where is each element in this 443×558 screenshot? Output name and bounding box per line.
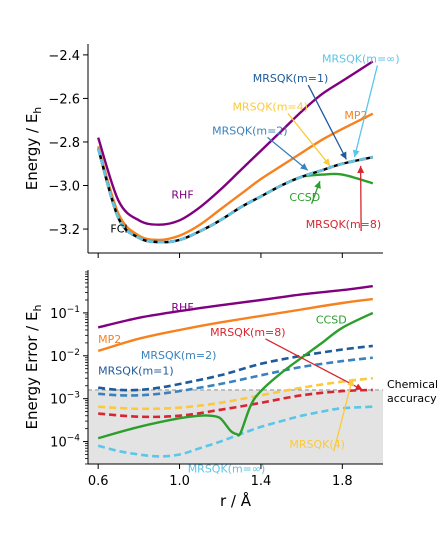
y-tick-label: 10−1 [50,305,80,322]
error-mrsqk-m-8-annotation: MRSQK(m=8) [210,326,286,339]
energy-mrsqk-m-2-annotation: MRSQK(m=2) [212,124,288,137]
y-tick-label: 10−3 [50,391,80,408]
chemical-accuracy-label: accuracy [387,392,437,405]
y-axis-label: Energy Error / Eh [23,305,44,430]
y-tick-label: −3.0 [48,180,80,195]
energy-mrsqk-m-inf-annotation: MRSQK(m=∞) [322,53,400,66]
chemical-accuracy-label: Chemical [387,378,438,391]
y-tick-label: −3.2 [48,223,80,238]
annotation-arrowhead [322,158,331,166]
error-mrsqk-m-1-annotation: MRSQK(m=1) [98,364,174,377]
error-mrsqk-m-8-line [98,388,373,419]
x-tick-label: 0.6 [88,474,109,489]
error-rhf-annotation: RHF [171,301,193,314]
energy-rhf-annotation: RHF [171,189,193,202]
y-tick-label: 10−2 [50,348,80,365]
energy-mrsqk-m-1-annotation: MRSQK(m=1) [253,72,329,85]
annotation-arrow [287,112,331,167]
error-rhf-line [97,285,373,329]
annotation-arrowhead [340,151,347,160]
energy-mrsqk-m-8-annotation: MRSQK(m=8) [306,218,382,231]
error-mrsqk-m-2-annotation: MRSQK(m=2) [141,349,217,362]
energy-panel: −2.4 −2.6 −2.8 −3.0 −3.2 Energy / Eh MRSQK(m=… [23,44,400,258]
error-mrsqk-m-inf-annotation: MRSQK(m=∞) [188,463,266,476]
error-annotations: RHF CCSD MP2 MRSQK(m=8) MRSQK(m=2) MRSQK(m=1)… [98,301,363,476]
annotation-arrowhead [357,165,365,173]
error-mp2-line [97,297,373,353]
y-tick-label: −2.8 [48,136,80,151]
error-mp2-annotation: MP2 [98,333,121,346]
error-series-lines [97,285,374,458]
annotation-arrowhead [354,383,363,390]
error-mrsqk-4-annotation: MRSQK(4) [289,438,345,451]
annotation-arrowhead [347,378,355,387]
annotation-arrowhead [314,181,321,189]
error-ccsd-line [97,311,374,440]
y-tick-label: 10−4 [50,434,80,451]
error-mrsqk-m-2-line [98,356,373,397]
annotation-arrow [307,84,347,160]
energy-mrsqk-m-inf-line [96,148,374,244]
energy-axes: −2.4 −2.6 −2.8 −3.0 −3.2 Energy / Eh [23,44,383,258]
energy-mrsqk-m-4-annotation: MRSQK(m=4) [232,100,308,113]
y-axis-label: Energy / Eh [23,107,44,191]
energy-fci-annotation: FCI [110,222,127,235]
error-mrsqk-m-4-line [98,376,373,411]
annotation-arrow [267,136,309,171]
x-axis-label: r / Å [220,491,252,510]
y-tick-label: −2.4 [48,49,80,64]
x-tick-label: 1.4 [251,474,272,489]
energy-annotations: MRSQK(m=∞) MRSQK(m=1) MRSQK(m=4) MP2 MRSQK(m… [110,53,399,236]
y-tick-label: −2.6 [48,92,80,107]
energy-mp2-line [97,112,374,242]
annotation-arrowhead [352,149,360,158]
annotation-arrow [265,338,363,391]
x-tick-label: 1.0 [169,474,190,489]
energy-mp2-annotation: MP2 [344,109,367,122]
annotation-arrow [333,378,354,452]
x-tick-label: 1.8 [332,474,353,489]
annotation-arrowhead [300,163,308,171]
energy-rhf-line [97,60,374,226]
error-mrsqk-m-inf-line [97,405,373,458]
annotation-arrow [359,165,362,231]
error-mrsqk-m-1-line [98,344,373,392]
error-ccsd-annotation: CCSD [316,313,347,326]
annotation-arrow [353,65,379,158]
energy-series-lines [96,60,374,244]
